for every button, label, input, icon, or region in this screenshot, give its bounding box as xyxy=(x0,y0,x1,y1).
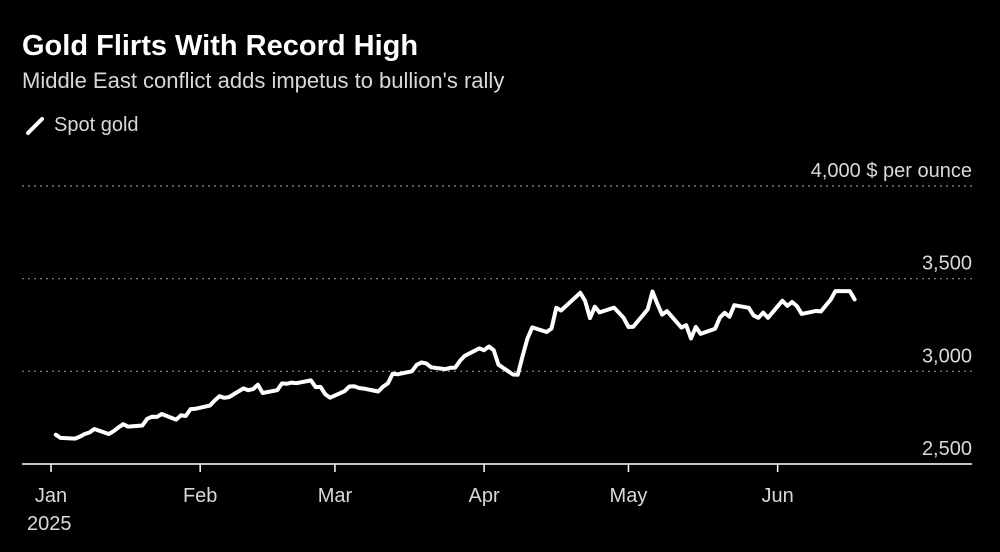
chart-title: Gold Flirts With Record High xyxy=(22,30,419,62)
x-tick-label: Feb xyxy=(183,485,217,507)
y-tick-label: 3,000 xyxy=(922,345,972,367)
x-tick-label: Jun xyxy=(762,485,794,507)
legend-swatch-icon xyxy=(26,116,44,135)
legend: Spot gold xyxy=(24,114,139,137)
y-tick-label: 3,500 xyxy=(922,253,972,275)
x-tick-label: Apr xyxy=(469,485,500,507)
series-line-spot-gold xyxy=(53,289,857,441)
x-tick-label: Jan xyxy=(35,485,67,507)
chart-subtitle: Middle East conflict adds impetus to bul… xyxy=(22,68,505,93)
legend-label: Spot gold xyxy=(54,114,139,136)
y-tick-label: 2,500 xyxy=(922,438,972,460)
x-tick-label: Mar xyxy=(318,485,353,507)
y-tick-label: 4,000 $ per ounce xyxy=(811,160,972,182)
x-tick-sublabel: 2025 xyxy=(27,513,72,535)
x-tick-label: May xyxy=(610,485,648,507)
